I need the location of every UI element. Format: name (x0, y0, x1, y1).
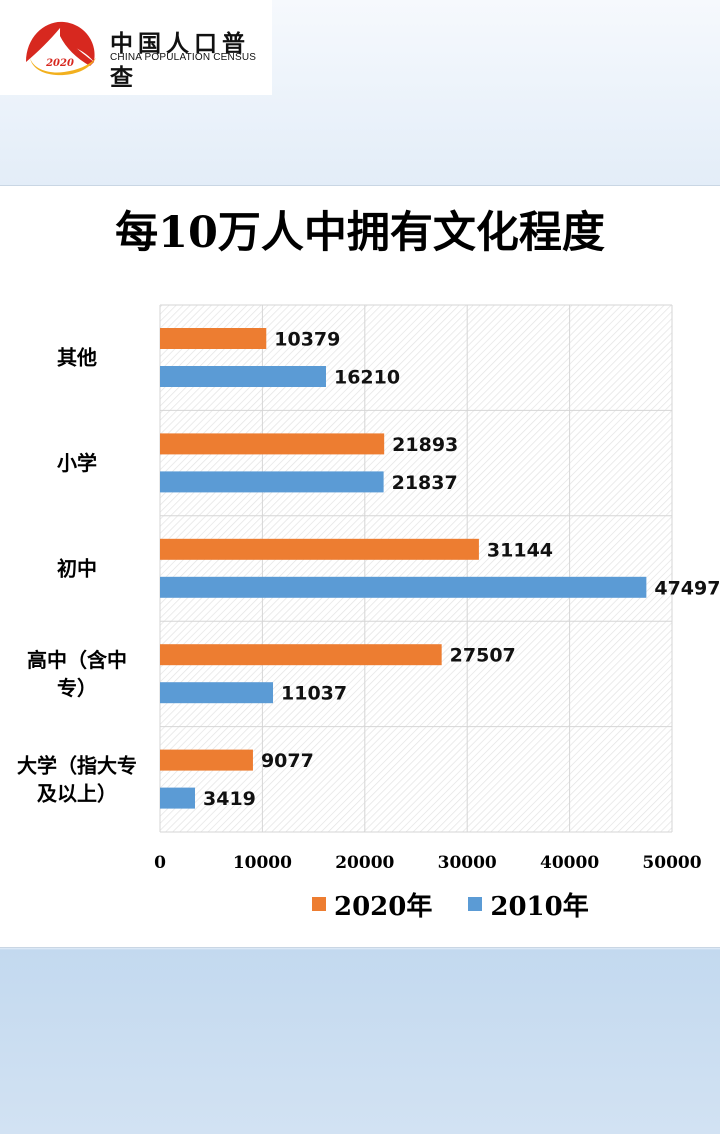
x-tick-label: 50000 (642, 853, 701, 873)
logo-year: 2020 (45, 58, 74, 69)
bar-2020 (160, 328, 267, 349)
data-label: 9077 (261, 750, 314, 772)
plot-area (160, 305, 672, 832)
legend-label-2020: 2020年 (334, 891, 433, 922)
data-label: 10379 (274, 329, 340, 351)
chart-title: 每10万人中拥有文化程度 (115, 208, 605, 258)
chart-legend: 2020年 2010年 (312, 886, 589, 922)
bar-2010 (160, 471, 384, 493)
legend-item-2020: 2020年 (312, 886, 432, 923)
legend-item-2010: 2010年 (468, 886, 589, 923)
category-label: 专） (57, 676, 97, 700)
category-label: 小学 (57, 451, 97, 475)
x-tick-label: 0 (154, 853, 166, 873)
data-label: 21837 (392, 472, 458, 494)
x-tick-label: 30000 (438, 853, 497, 873)
data-label: 16210 (334, 367, 400, 389)
category-label: 大学（指大专 (17, 753, 137, 777)
bar-2020 (160, 749, 253, 771)
legend-swatch-2020 (312, 897, 326, 911)
x-tick-label: 40000 (540, 853, 599, 873)
category-label: 及以上） (37, 781, 117, 805)
logo-english-text: CHINA POPULATION CENSUS (110, 52, 257, 63)
data-label: 27507 (450, 645, 516, 667)
census-logo: 2020 中国人口普查 CHINA POPULATION CENSUS (0, 0, 272, 95)
bar-2010 (160, 576, 647, 598)
bar-2020 (160, 433, 385, 455)
category-label: 高中（含中 (27, 648, 127, 672)
legend-swatch-2010 (468, 897, 483, 911)
x-tick-label: 20000 (335, 853, 394, 873)
data-label: 11037 (281, 683, 347, 705)
x-tick-label: 10000 (233, 853, 292, 873)
bar-2010 (160, 366, 326, 387)
bar-2020 (160, 644, 442, 666)
legend-label-2010: 2010年 (490, 891, 589, 922)
data-label: 3419 (203, 788, 256, 810)
data-label: 21893 (392, 434, 458, 456)
logo-chinese-text: 中国人口普查 (110, 30, 250, 91)
data-label: 47497 (654, 577, 720, 599)
census-logo-icon: 2020 (26, 21, 96, 76)
bar-2010 (160, 682, 274, 704)
category-label: 初中 (57, 557, 97, 581)
bar-2020 (160, 538, 479, 560)
category-label: 其他 (57, 346, 97, 370)
data-label: 31144 (487, 539, 553, 561)
bar-2010 (160, 787, 196, 809)
